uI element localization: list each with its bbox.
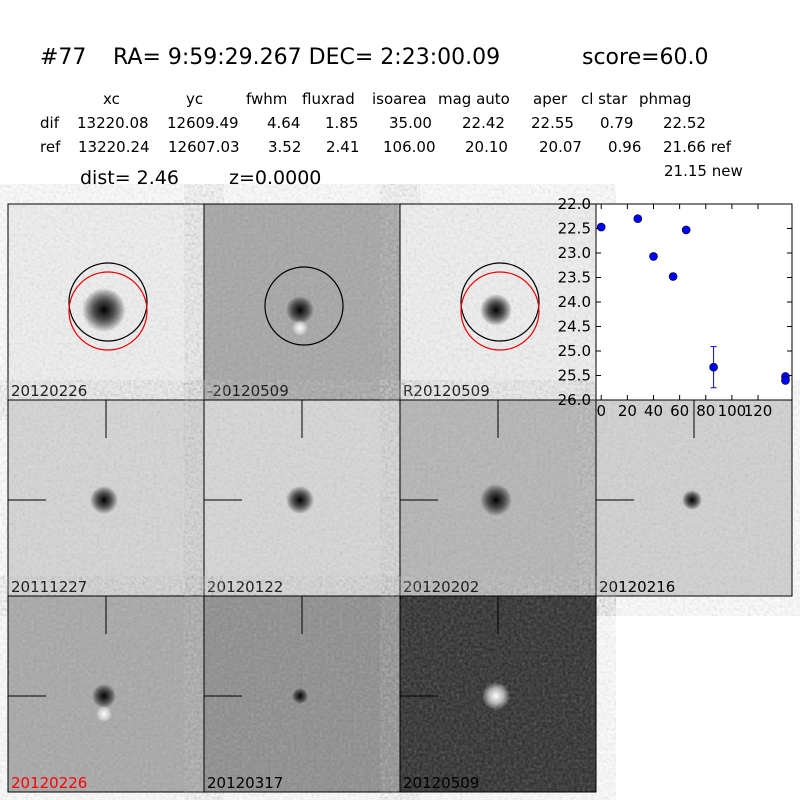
stamp-label: 20120317 — [207, 774, 283, 792]
y-tick-label: 25.0 — [558, 342, 591, 360]
point — [649, 252, 658, 261]
column-header: mag auto — [438, 90, 510, 108]
cell: 4.64 — [267, 114, 300, 132]
stamp-label: 20120509 — [403, 774, 479, 792]
residual — [96, 706, 112, 722]
stamp-label: 20111227 — [11, 578, 87, 596]
source — [482, 682, 510, 710]
residual — [292, 320, 308, 336]
cell: 2.41 — [326, 138, 359, 156]
cell: 0.79 — [600, 114, 633, 132]
cell: 1.85 — [325, 114, 358, 132]
x-tick-label: 100 — [718, 402, 747, 420]
point — [668, 272, 678, 281]
stamp-label: 20120122 — [207, 578, 283, 596]
stamp-label: -20120509 — [207, 382, 289, 400]
cell: 13220.24 — [78, 138, 150, 156]
ref-circle — [68, 262, 148, 342]
column-header: yc — [186, 90, 203, 108]
point — [596, 222, 606, 232]
row-label: dif — [40, 114, 60, 132]
cell: 35.00 — [389, 114, 432, 132]
object-id: #77 — [40, 45, 86, 70]
stamp-label: 20120226 — [11, 382, 87, 400]
source — [90, 486, 118, 514]
source — [286, 486, 314, 514]
cell: 12607.03 — [168, 138, 240, 156]
x-tick-label: 20 — [618, 402, 637, 420]
cell: 12609.49 — [167, 114, 239, 132]
cell: 22.52 — [663, 114, 706, 132]
stamp-label: R20120509 — [403, 382, 490, 400]
y-tick-label: 22.5 — [558, 220, 591, 238]
stamp-label: 20120216 — [599, 578, 675, 596]
y-tick-label: 25.5 — [558, 367, 591, 385]
row-label: ref — [40, 138, 61, 156]
cell: 20.10 — [465, 138, 508, 156]
x-tick-label: 0 — [596, 402, 606, 420]
column-header: phmag — [639, 90, 691, 108]
column-header: fwhm — [246, 90, 287, 108]
cell: 20.07 — [539, 138, 582, 156]
ref-circle — [460, 262, 540, 342]
point — [781, 376, 790, 385]
cell: 13220.08 — [77, 114, 149, 132]
column-header: xc — [103, 90, 120, 108]
y-tick-label: 23.0 — [558, 244, 591, 262]
source — [682, 490, 702, 510]
point — [633, 214, 643, 223]
column-header: cl star — [581, 90, 628, 108]
column-header: aper — [533, 90, 568, 108]
stamp-frame — [399, 595, 597, 793]
redshift: z=0.0000 — [229, 167, 321, 189]
x-tick-label: 80 — [696, 402, 715, 420]
ref-circle — [264, 266, 344, 346]
stamp-label: 20120202 — [403, 578, 479, 596]
distance: dist= 2.46 — [80, 167, 179, 189]
point — [681, 225, 691, 235]
lightcurve: 22.0 22.5 23.0 23.5 24.0 24.5 25.0 25.5 26.0 0 20 4… — [558, 195, 793, 420]
y-tick-label: 23.5 — [558, 269, 591, 287]
column-header: fluxrad — [302, 90, 355, 108]
x-tick-label: 40 — [644, 402, 663, 420]
new-circle — [68, 271, 148, 351]
source — [82, 288, 126, 332]
y-tick-label: 24.0 — [558, 293, 591, 311]
coordinates: RA= 9:59:29.267 DEC= 2:23:00.09 — [113, 45, 500, 70]
column-header: isoarea — [372, 90, 427, 108]
cell: 3.52 — [268, 138, 301, 156]
plot-area — [595, 203, 793, 401]
y-tick-label: 26.0 — [558, 391, 591, 409]
phmag-new: 21.15 new — [664, 162, 743, 180]
point — [709, 362, 718, 372]
source — [286, 296, 314, 324]
stamp-label: 20120226 — [11, 774, 87, 792]
score: score=60.0 — [582, 45, 709, 70]
cell: 0.96 — [608, 138, 641, 156]
x-tick-label: 120 — [744, 402, 773, 420]
source — [292, 688, 308, 704]
cell: 22.55 — [531, 114, 574, 132]
y-tick-label: 24.5 — [558, 318, 591, 336]
cell: 21.66 ref — [663, 138, 732, 156]
source — [480, 484, 512, 516]
new-circle — [460, 271, 540, 351]
source — [480, 294, 512, 326]
source — [92, 684, 116, 708]
x-tick-label: 60 — [670, 402, 689, 420]
cell: 106.00 — [383, 138, 436, 156]
cell: 22.42 — [462, 114, 505, 132]
y-tick-label: 22.0 — [558, 195, 591, 213]
